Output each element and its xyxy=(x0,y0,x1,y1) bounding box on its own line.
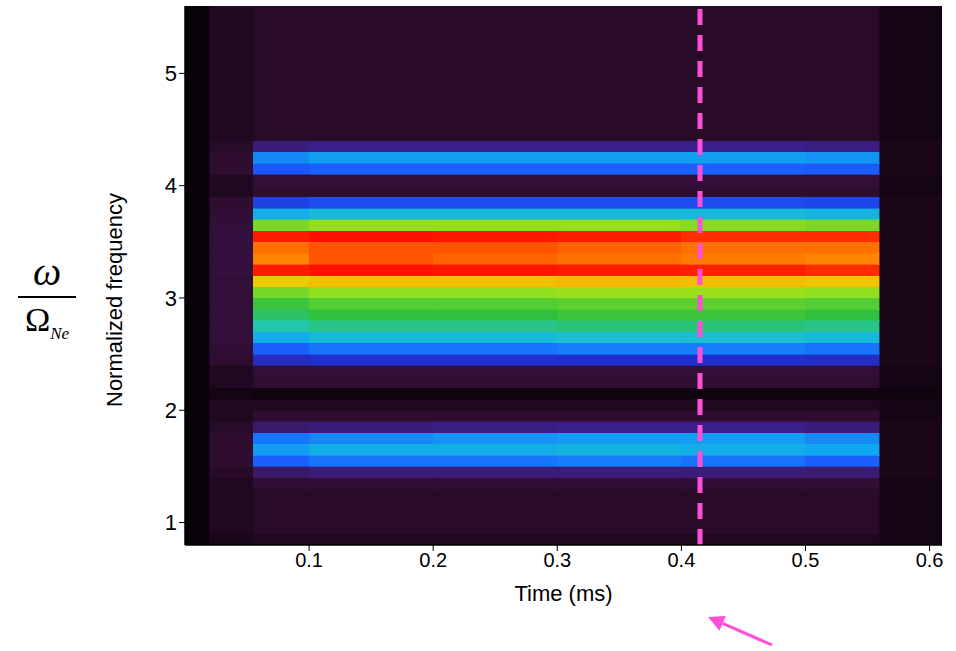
svg-text:1: 1 xyxy=(165,510,177,535)
svg-text:0.3: 0.3 xyxy=(543,549,571,571)
html-text:ω: ω xyxy=(32,249,62,294)
svg-text:0.4: 0.4 xyxy=(667,549,695,571)
html-text:ΩNe: ΩNe xyxy=(24,301,70,343)
svg-text:Time (ms): Time (ms) xyxy=(514,581,612,606)
html-text:Normalized frequency: Normalized frequency xyxy=(102,193,127,407)
svg-text:0.6: 0.6 xyxy=(916,549,944,571)
svg-text:0.1: 0.1 xyxy=(295,549,323,571)
svg-text:5: 5 xyxy=(165,61,177,86)
svg-text:0.5: 0.5 xyxy=(792,549,820,571)
svg-text:3: 3 xyxy=(165,286,177,311)
svg-text:2: 2 xyxy=(165,398,177,423)
svg-text:4: 4 xyxy=(165,173,177,198)
svg-text:0.2: 0.2 xyxy=(419,549,447,571)
